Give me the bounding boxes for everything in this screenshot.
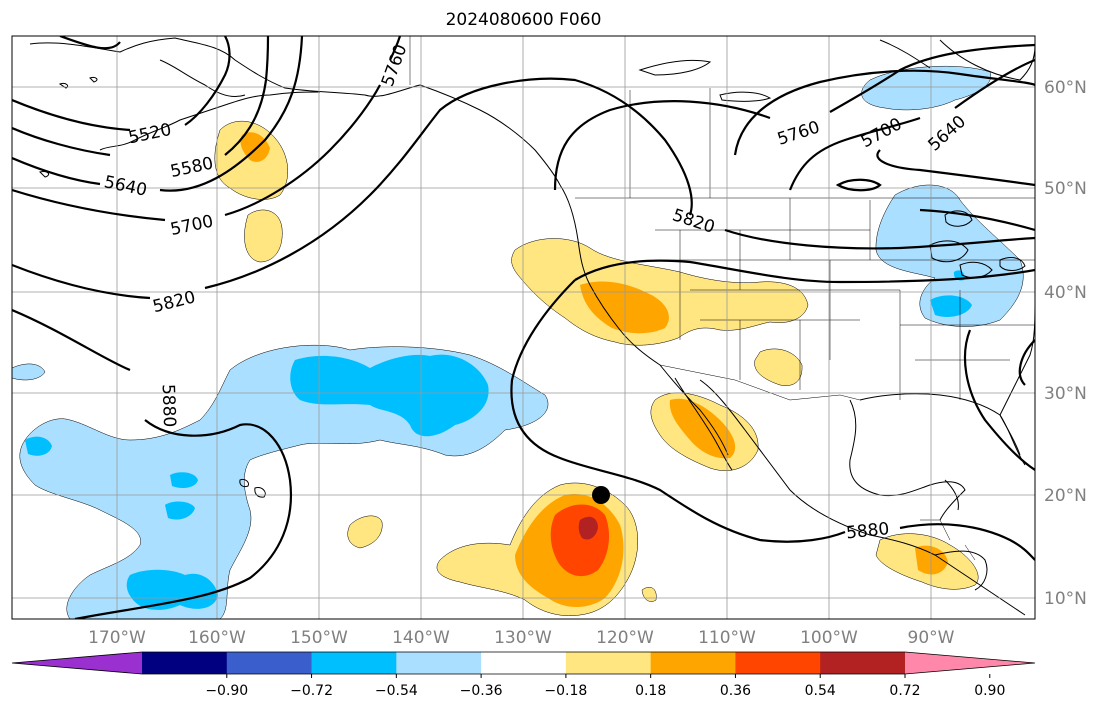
lat-label: 20°N: [1044, 486, 1087, 506]
height-contours: [12, 36, 1035, 619]
lat-label: 60°N: [1044, 78, 1087, 98]
lon-label: 100°W: [800, 628, 858, 648]
coastlines: [29, 37, 1035, 616]
colorbar-segment: [820, 652, 906, 674]
lat-label: 30°N: [1044, 384, 1087, 404]
colorbar-outline: [11, 651, 1036, 675]
lon-label: 130°W: [494, 628, 552, 648]
colorbar-tick-label: −0.36: [460, 683, 503, 699]
colorbar-extend-low: [12, 652, 142, 674]
colorbar: −0.90 −0.72 −0.54 −0.36 −0.18 0.18 0.36 0.54 0.7…: [11, 651, 1036, 699]
lat-label: 50°N: [1044, 179, 1087, 199]
graticule: [12, 36, 1035, 619]
lon-label: 120°W: [596, 628, 654, 648]
colorbar-segment: [650, 652, 736, 674]
colorbar-segment: [481, 652, 567, 674]
colorbar-tick-label: 0.18: [635, 683, 666, 699]
contour-label: 5880: [158, 384, 179, 428]
colorbar-segment: [396, 652, 482, 674]
lon-axis: 170°W 160°W 150°W 140°W 130°W 120°W 110°…: [88, 628, 955, 648]
map-frame: [11, 35, 1036, 620]
colorbar-segment: [735, 652, 821, 674]
colorbar-tick-label: −0.72: [290, 683, 333, 699]
colorbar-segment: [565, 652, 652, 674]
colorbar-tick-label: −0.90: [205, 683, 248, 699]
neg-anomaly-core: [290, 354, 489, 437]
colorbar-tick-label: 0.36: [720, 683, 751, 699]
colorbar-tick-label: −0.54: [375, 683, 418, 699]
lon-label: 110°W: [698, 628, 756, 648]
contour-label: 5880: [845, 519, 890, 543]
colorbar-tick-label: 0.54: [805, 683, 836, 699]
lon-label: 170°W: [88, 628, 146, 648]
colorbar-tick-label: 0.90: [974, 683, 1005, 699]
colorbar-tick-label: −0.18: [544, 683, 587, 699]
lon-label: 160°W: [188, 628, 246, 648]
lat-label: 10°N: [1044, 589, 1087, 609]
colorbar-segment: [226, 652, 313, 674]
colorbar-segment: [142, 652, 228, 674]
lon-label: 150°W: [290, 628, 348, 648]
map-title: 2024080600 F060: [445, 10, 602, 30]
colorbar-extend-high: [905, 652, 1035, 674]
colorbar-tick-label: 0.72: [889, 683, 920, 699]
lat-label: 40°N: [1044, 283, 1087, 303]
storm-center-marker: [592, 486, 610, 504]
lon-label: 140°W: [392, 628, 450, 648]
lon-label: 90°W: [908, 628, 955, 648]
lat-axis: 60°N 50°N 40°N 30°N 20°N 10°N: [1044, 78, 1087, 609]
colorbar-segment: [311, 652, 397, 674]
